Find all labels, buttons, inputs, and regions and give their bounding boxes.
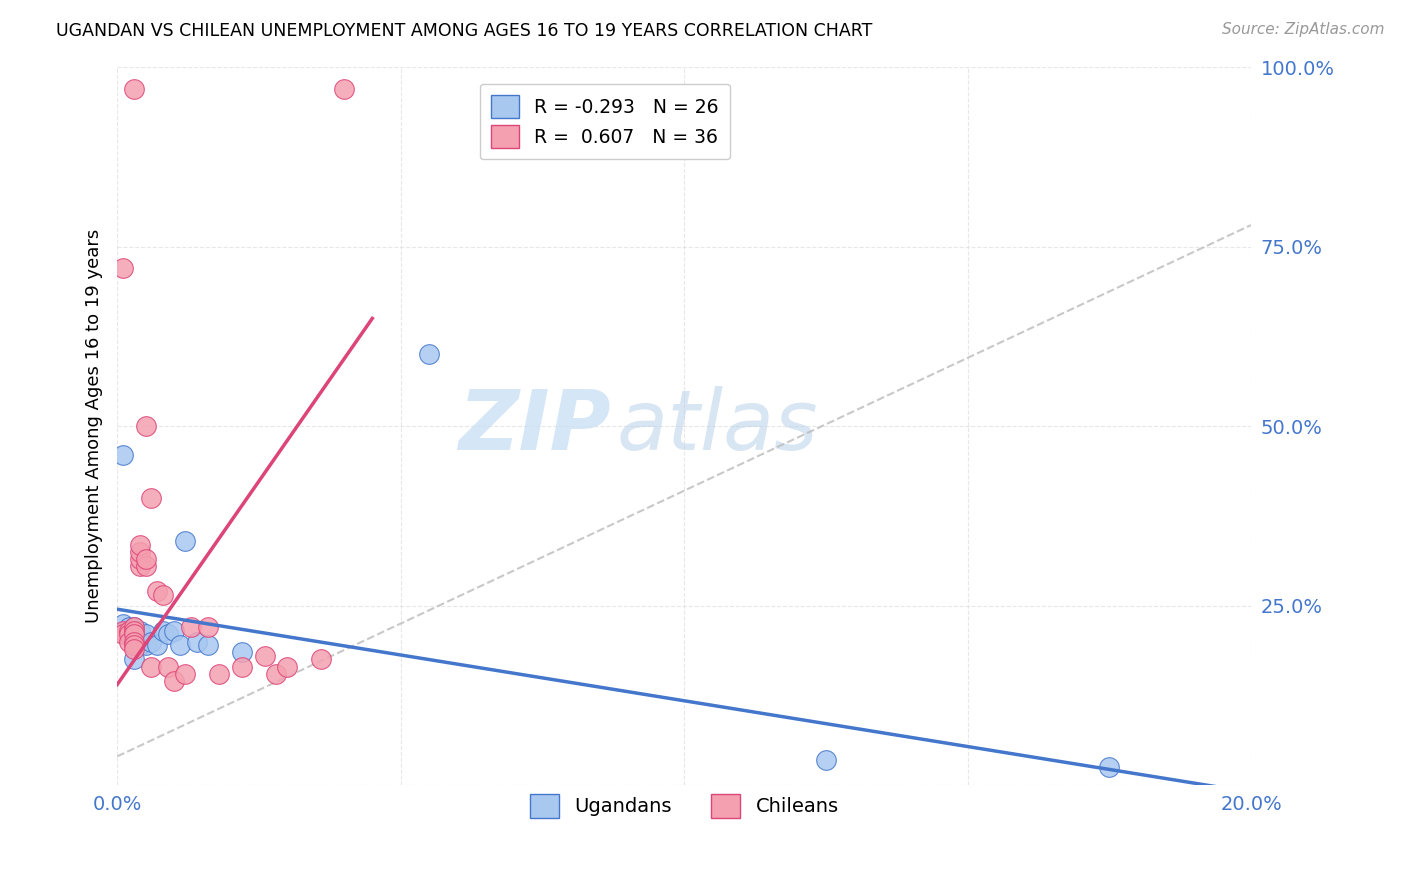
Point: [111, 624, 134, 638]
Point: [141, 659, 163, 673]
Point: [180, 620, 202, 634]
Point: [333, 81, 356, 95]
Point: [117, 634, 139, 648]
Point: [122, 634, 145, 648]
Point: [128, 624, 150, 638]
Point: [174, 666, 197, 681]
Point: [122, 620, 145, 634]
Point: [135, 627, 157, 641]
Point: [122, 620, 145, 634]
Point: [117, 627, 139, 641]
Point: [111, 448, 134, 462]
Point: [197, 620, 219, 634]
Point: [146, 638, 169, 652]
Point: [122, 627, 145, 641]
Point: [186, 634, 208, 648]
Point: [128, 638, 150, 652]
Point: [141, 634, 163, 648]
Point: [128, 545, 150, 559]
Point: [231, 659, 253, 673]
Point: [163, 673, 186, 688]
Legend: Ugandans, Chileans: Ugandans, Chileans: [522, 787, 846, 826]
Y-axis label: Unemployment Among Ages 16 to 19 years: Unemployment Among Ages 16 to 19 years: [86, 229, 103, 624]
Point: [163, 624, 186, 638]
Point: [197, 638, 219, 652]
Point: [141, 491, 163, 505]
Point: [117, 620, 139, 634]
Point: [174, 533, 197, 548]
Point: [122, 634, 145, 648]
Point: [117, 627, 139, 641]
Point: [264, 666, 287, 681]
Point: [111, 627, 134, 641]
Point: [111, 616, 134, 631]
Point: [146, 584, 169, 599]
Point: [418, 347, 440, 361]
Point: [122, 652, 145, 666]
Point: [122, 81, 145, 95]
Text: ZIP: ZIP: [458, 385, 610, 467]
Point: [128, 552, 150, 566]
Text: Source: ZipAtlas.com: Source: ZipAtlas.com: [1222, 22, 1385, 37]
Point: [122, 638, 145, 652]
Point: [253, 648, 276, 663]
Point: [128, 634, 150, 648]
Point: [231, 645, 253, 659]
Point: [169, 638, 191, 652]
Point: [814, 753, 837, 767]
Point: [122, 624, 145, 638]
Point: [122, 641, 145, 656]
Point: [128, 559, 150, 574]
Point: [135, 419, 157, 434]
Point: [157, 659, 180, 673]
Point: [152, 588, 174, 602]
Point: [1098, 760, 1121, 774]
Point: [135, 638, 157, 652]
Point: [208, 666, 231, 681]
Point: [135, 559, 157, 574]
Point: [311, 652, 333, 666]
Point: [128, 538, 150, 552]
Point: [122, 624, 145, 638]
Text: UGANDAN VS CHILEAN UNEMPLOYMENT AMONG AGES 16 TO 19 YEARS CORRELATION CHART: UGANDAN VS CHILEAN UNEMPLOYMENT AMONG AG…: [56, 22, 873, 40]
Point: [135, 552, 157, 566]
Point: [152, 624, 174, 638]
Point: [117, 624, 139, 638]
Point: [276, 659, 298, 673]
Point: [111, 261, 134, 276]
Point: [157, 627, 180, 641]
Text: atlas: atlas: [616, 385, 818, 467]
